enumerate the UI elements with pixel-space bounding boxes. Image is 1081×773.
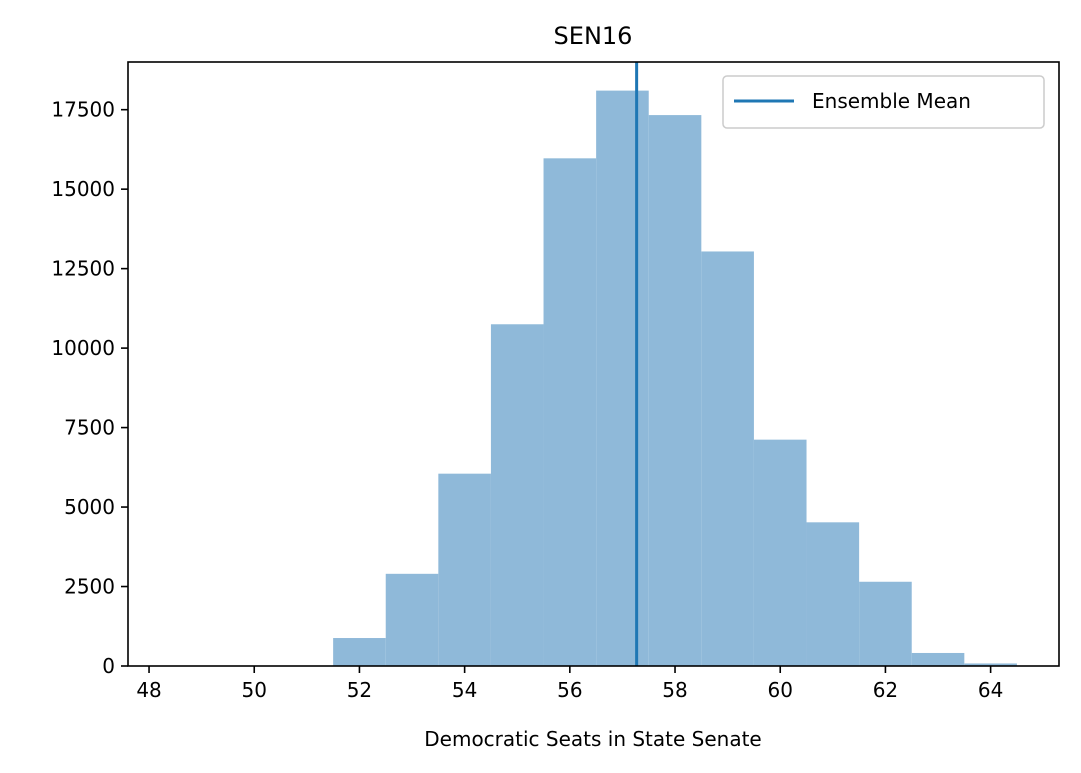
bars-group [333,90,1017,667]
x-tick-label: 56 [557,678,582,702]
y-tick-label: 12500 [51,257,115,281]
axes-group: 48 50 52 54 56 58 60 62 64 0 2500 5000 7500 10000 1250… [51,61,1060,702]
x-tick-label: 64 [978,678,1003,702]
x-tick-label: 48 [136,678,161,702]
histogram-bar [911,652,965,666]
histogram-bar [385,573,439,666]
plot-frame [127,61,1060,667]
y-tick-label: 10000 [51,336,115,360]
histogram-bar [701,251,754,666]
histogram-bar [490,324,544,666]
legend-label: Ensemble Mean [812,89,971,113]
y-tick-label: 2500 [64,575,115,599]
x-tick-label: 54 [452,678,477,702]
y-tick-label: 17500 [51,98,115,122]
histogram-bar [806,522,860,666]
y-tick-label: 7500 [64,416,115,440]
chart-title: SEN16 [554,22,633,50]
histogram-bar [333,638,386,666]
histogram-bar [964,663,1017,666]
histogram-bar [596,90,649,666]
x-axis-title: Democratic Seats in State Senate [424,727,762,751]
x-tick-label: 52 [347,678,372,702]
y-tick-label: 15000 [51,177,115,201]
y-tick-label: 5000 [64,495,115,519]
legend: Ensemble Mean [722,75,1045,129]
histogram-bar [543,158,597,667]
x-tick-label: 50 [242,678,267,702]
legend-box [722,75,1045,129]
x-tick-label: 58 [662,678,687,702]
histogram-bar [648,115,702,666]
x-tick-label: 62 [873,678,898,702]
histogram-bar [859,581,912,666]
histogram-bar [753,439,807,666]
histogram-bar [438,473,491,666]
x-tick-label: 60 [767,678,792,702]
y-tick-label: 0 [102,654,115,678]
